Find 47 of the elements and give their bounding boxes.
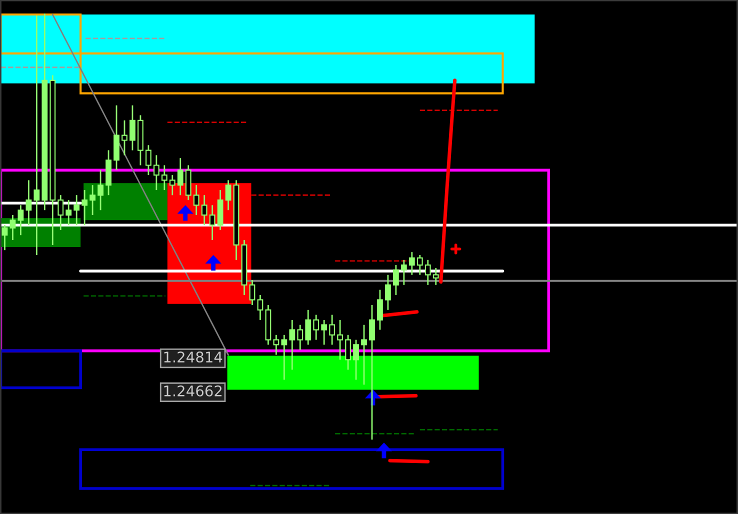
- candlestick: [377, 289, 383, 330]
- candlestick: [2, 224, 8, 251]
- candlestick: [201, 194, 208, 226]
- candlestick: [10, 214, 16, 241]
- candlestick: [353, 339, 359, 380]
- candlestick: [58, 194, 64, 231]
- candlestick: [408, 251, 415, 276]
- candlestick: [297, 324, 304, 351]
- candlestick: [177, 157, 184, 196]
- y-tick-label: 1.24814: [164, 352, 222, 363]
- candlestick: [249, 279, 256, 306]
- candlestick: [74, 194, 80, 226]
- candlestick: [329, 314, 336, 346]
- candlestick: [273, 334, 280, 356]
- candlestick: [169, 174, 176, 196]
- candlestick: [90, 184, 96, 216]
- candlestick: [416, 254, 423, 276]
- candlestick: [98, 169, 104, 211]
- candlestick: [313, 314, 320, 341]
- candlestick: [281, 334, 288, 380]
- candlestick: [34, 14, 40, 256]
- candlestick: [225, 180, 232, 211]
- candlestick: [424, 259, 431, 286]
- candlestick: [18, 204, 24, 236]
- candlestick: [432, 267, 439, 286]
- y-tick-label: 1.24662: [164, 385, 222, 396]
- candlestick: [321, 319, 328, 346]
- candlestick: [66, 199, 72, 226]
- candlestick: [345, 334, 351, 370]
- candlestick: [400, 259, 407, 286]
- candlestick: [369, 304, 375, 440]
- candlestick: [153, 154, 160, 191]
- candlestick: [26, 180, 32, 226]
- candlestick: [130, 104, 136, 151]
- candlestick: [145, 144, 152, 176]
- candlestick: [82, 189, 88, 226]
- candlestick: [122, 120, 128, 156]
- candlestick: [161, 164, 168, 191]
- candlestick: [361, 324, 367, 386]
- candlestick: [193, 184, 200, 216]
- candlestick: [257, 294, 264, 321]
- candlestick: [289, 319, 296, 370]
- candlestick: [385, 274, 391, 311]
- candlestick: [337, 319, 344, 360]
- candlestick: [392, 264, 399, 296]
- candlestick: [305, 309, 312, 346]
- candlestick: [209, 204, 216, 241]
